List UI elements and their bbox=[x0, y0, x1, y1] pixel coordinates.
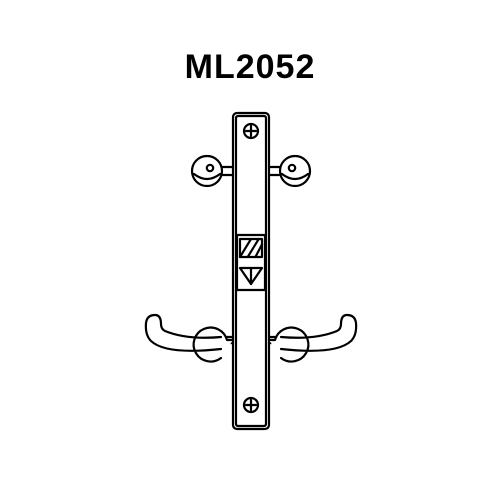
lock-svg bbox=[115, 105, 385, 435]
lock-diagram bbox=[115, 105, 385, 435]
model-number-title: ML2052 bbox=[0, 48, 500, 87]
figure-container: ML2052 bbox=[0, 0, 500, 500]
